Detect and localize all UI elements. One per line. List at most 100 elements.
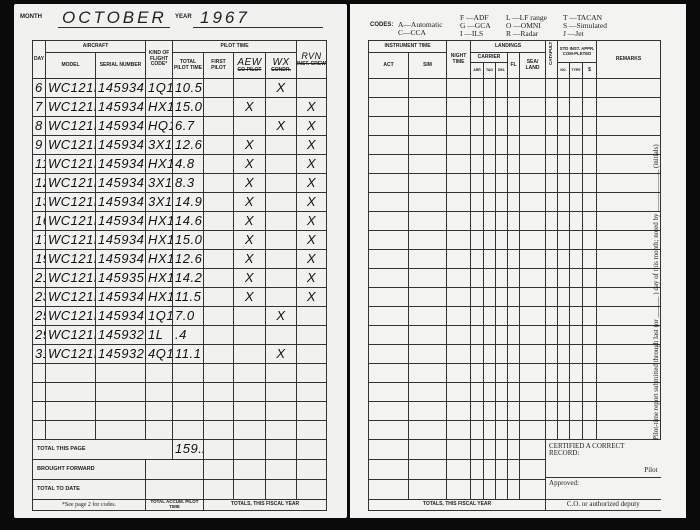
empty-cell xyxy=(507,78,521,98)
instrument-row xyxy=(368,249,662,269)
empty-cell xyxy=(507,135,521,155)
empty-cell xyxy=(495,154,509,174)
empty-cell xyxy=(545,401,559,421)
cell-aew xyxy=(233,363,266,383)
cell-total: 15.0 xyxy=(172,230,204,250)
empty-cell xyxy=(545,325,559,345)
sea-land-header: SEA/ LAND xyxy=(519,52,547,79)
cell-day: 21 xyxy=(32,268,46,288)
cell-day: 23 xyxy=(32,287,46,307)
empty-cell xyxy=(446,325,472,345)
cell-wx: X xyxy=(265,344,297,364)
empty-cell xyxy=(582,211,598,231)
cell-kind: 3X1 xyxy=(145,135,173,155)
cell-total xyxy=(172,401,204,421)
empty-cell xyxy=(545,344,559,364)
empty-cell xyxy=(446,135,472,155)
empty-cell xyxy=(446,363,472,383)
empty-cell xyxy=(470,325,485,345)
empty-cell xyxy=(557,420,571,440)
kind-header: KIND OF FLIGHT CODE* xyxy=(145,40,173,79)
empty-cell xyxy=(507,230,521,250)
std-inst-header: STD INST. APPR. COM-PLETED xyxy=(557,40,598,63)
empty-cell xyxy=(407,306,448,326)
cell-serial: 145934 xyxy=(95,287,146,307)
pilot-time-report-note: Pilot-time report submitted through last… xyxy=(652,144,660,440)
cell-first xyxy=(203,97,234,117)
cell-rvn: X xyxy=(296,230,327,250)
empty-cell xyxy=(446,382,472,402)
first-pilot-header: FIRST PILOT xyxy=(203,52,234,79)
empty-cell xyxy=(368,325,409,345)
log-row: 13WC121N1459343X114.9 X X xyxy=(32,192,327,212)
cell-wx xyxy=(265,363,297,383)
empty-cell xyxy=(557,192,571,212)
wx-header: WX CONDR. xyxy=(265,52,297,79)
cell-kind: HX1 xyxy=(145,154,173,174)
cell-first xyxy=(203,268,234,288)
empty-cell xyxy=(569,363,584,383)
empty-cell xyxy=(557,249,571,269)
empty-cell xyxy=(557,135,571,155)
empty-cell xyxy=(470,230,485,250)
empty-cell xyxy=(507,344,521,364)
empty-cell xyxy=(519,306,547,326)
cell-wx xyxy=(265,192,297,212)
instrument-row xyxy=(368,154,662,174)
cell-kind xyxy=(145,420,173,440)
cell-day: 16 xyxy=(32,211,46,231)
log-row: 9WC121N1459343X112.6 X X xyxy=(32,135,327,155)
cell-first xyxy=(203,192,234,212)
cell-model: WC121N xyxy=(45,135,96,155)
empty-cell xyxy=(407,268,448,288)
empty-cell xyxy=(569,211,584,231)
empty-cell xyxy=(582,420,598,440)
instrument-row xyxy=(368,344,662,364)
cell-aew: X xyxy=(233,287,266,307)
empty-cell xyxy=(545,192,559,212)
fiscal-year-label: TOTALS, THIS FISCAL YEAR xyxy=(203,499,327,511)
empty-cell xyxy=(569,420,584,440)
codes-footnote: *See page 2 for codes. xyxy=(32,499,146,511)
empty-cell xyxy=(557,154,571,174)
empty-cell xyxy=(569,325,584,345)
empty-cell xyxy=(582,268,598,288)
cell-total: 7.0 xyxy=(172,306,204,326)
cell-aew: X xyxy=(233,249,266,269)
empty-cell xyxy=(470,173,485,193)
cell-serial: 145934 xyxy=(95,173,146,193)
year-value: 1967 xyxy=(200,8,250,27)
cell-serial: 145934 xyxy=(95,192,146,212)
cell-total: 12.6 xyxy=(172,249,204,269)
empty-cell xyxy=(519,173,547,193)
empty-cell xyxy=(545,97,559,117)
cell-model xyxy=(45,420,96,440)
empty-cell xyxy=(407,344,448,364)
empty-cell xyxy=(483,325,497,345)
cell-first xyxy=(203,230,234,250)
empty-cell xyxy=(569,173,584,193)
cell-model: WC121N xyxy=(45,116,96,136)
instrument-time-header: INSTRUMENT TIME xyxy=(367,40,448,53)
cell-wx xyxy=(265,173,297,193)
empty-cell xyxy=(407,154,448,174)
cell-wx xyxy=(265,230,297,250)
cell-wx: X xyxy=(265,116,297,136)
empty-cell xyxy=(596,401,662,421)
empty-cell xyxy=(470,287,485,307)
cell-total xyxy=(172,363,204,383)
empty-cell xyxy=(407,401,448,421)
instrument-row xyxy=(368,325,662,345)
log-row: 6WC121N1459341Q110.5 X xyxy=(32,78,327,98)
empty-cell xyxy=(495,173,509,193)
cell-serial xyxy=(95,420,146,440)
empty-cell xyxy=(596,230,662,250)
cell-wx xyxy=(265,420,297,440)
empty-cell xyxy=(519,230,547,250)
empty-cell xyxy=(470,97,485,117)
instrument-row xyxy=(368,135,662,155)
empty-cell xyxy=(545,78,559,98)
empty-cell xyxy=(483,420,497,440)
cell-aew xyxy=(233,116,266,136)
empty-cell xyxy=(470,154,485,174)
